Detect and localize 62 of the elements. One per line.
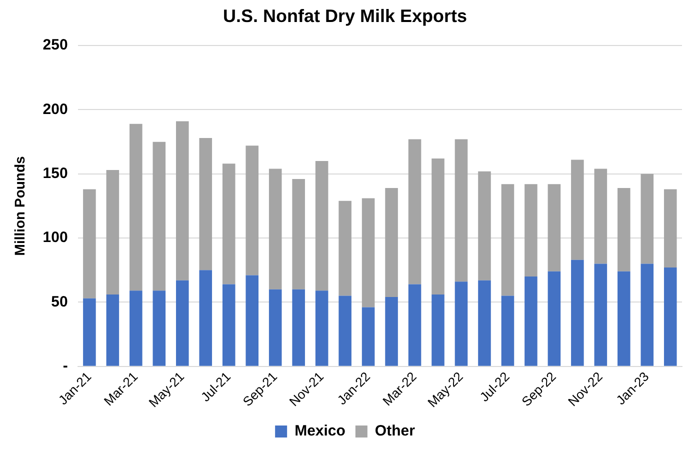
y-axis-title: Million Pounds [11, 156, 28, 256]
bar [268, 289, 282, 366]
bar [478, 171, 491, 280]
bar [199, 270, 212, 366]
y-tick-label: - [62, 357, 68, 374]
bar [130, 124, 142, 291]
bar [130, 290, 142, 366]
legend-label: Other [374, 422, 416, 440]
bar [594, 264, 608, 366]
bar [408, 139, 422, 284]
bar [268, 168, 282, 290]
bar [571, 160, 584, 260]
bar [338, 296, 352, 366]
bar [664, 268, 677, 366]
y-tick-label: 200 [42, 100, 68, 118]
bar [315, 290, 328, 366]
bar [176, 280, 189, 366]
bar [246, 146, 258, 276]
bar [548, 271, 561, 366]
y-tick-label: 100 [42, 229, 68, 246]
bar [292, 289, 305, 366]
bar [408, 284, 422, 366]
bar [640, 264, 654, 366]
bar [152, 142, 166, 291]
bar [199, 138, 212, 270]
bar [362, 307, 375, 366]
bar [385, 297, 398, 366]
y-tick-label: 150 [42, 165, 68, 182]
bar [246, 275, 258, 366]
legend-label: Mexico [294, 422, 346, 440]
bar [618, 188, 630, 272]
bar [222, 284, 236, 366]
bar [432, 158, 444, 294]
bar [152, 290, 166, 366]
bar [664, 189, 677, 268]
bar [106, 170, 120, 294]
bar [106, 294, 120, 366]
bar [501, 296, 514, 366]
bar [594, 168, 608, 264]
bar [292, 179, 305, 290]
bar [571, 260, 584, 366]
chart-title: U.S. Nonfat Dry Milk Exports [222, 6, 468, 26]
bar [176, 121, 189, 280]
bar [385, 188, 398, 298]
bar [524, 276, 538, 366]
bar [454, 282, 468, 366]
bar [362, 198, 375, 308]
bar [222, 164, 236, 284]
bar [432, 294, 444, 366]
bar [548, 184, 561, 272]
y-tick-label: 50 [51, 293, 68, 310]
bar [338, 200, 352, 296]
bar [315, 161, 328, 291]
bar [640, 174, 654, 264]
y-tick-label: 250 [42, 36, 68, 54]
bar [478, 280, 491, 366]
bar [83, 189, 96, 298]
bar [83, 298, 96, 366]
bar [618, 271, 630, 366]
bar [524, 184, 538, 277]
bar [501, 184, 514, 296]
bar [454, 139, 468, 282]
